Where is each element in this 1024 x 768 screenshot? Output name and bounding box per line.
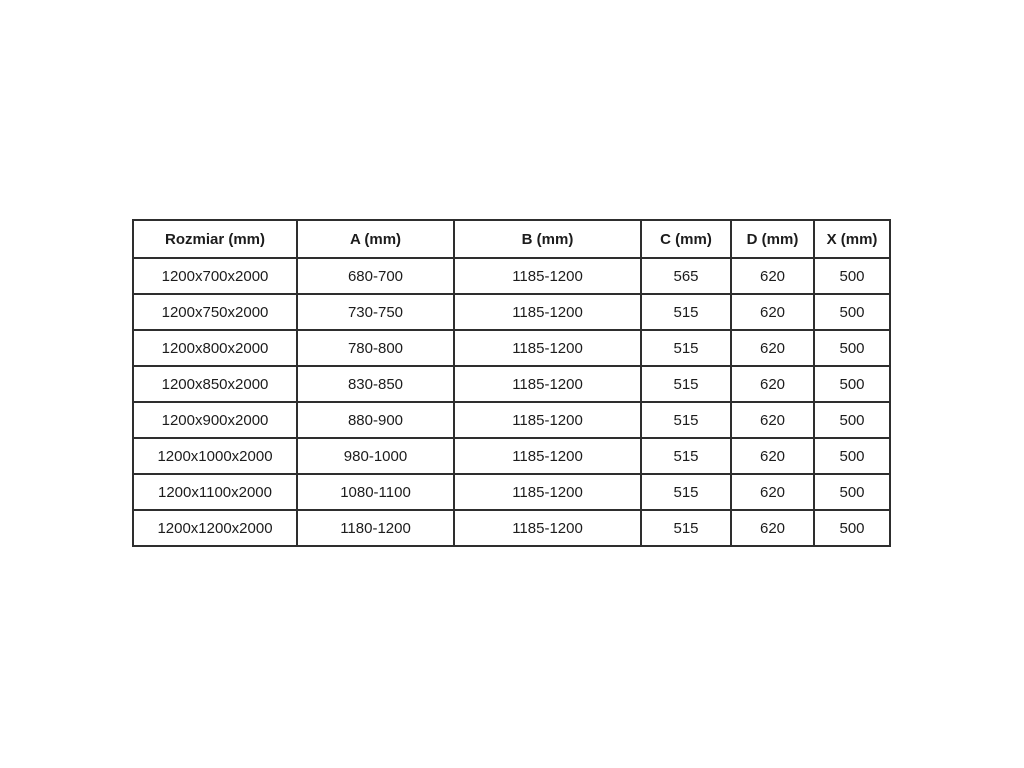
table-cell: 680-700 — [296, 257, 455, 295]
table-row: 1200x700x2000 680-700 1185-1200 565 620 500 — [132, 257, 891, 295]
table-cell: 620 — [730, 365, 815, 403]
table-cell: 1185-1200 — [453, 473, 642, 511]
table-cell: 515 — [640, 329, 732, 367]
table-cell: 1185-1200 — [453, 509, 642, 547]
size-specification-table: Rozmiar (mm) A (mm) B (mm) C (mm) D (mm)… — [132, 219, 891, 547]
table-cell: 620 — [730, 473, 815, 511]
table-cell: 1200x1000x2000 — [132, 437, 298, 475]
table-row: 1200x900x2000 880-900 1185-1200 515 620 500 — [132, 401, 891, 439]
table-cell: 1185-1200 — [453, 257, 642, 295]
table-cell: 620 — [730, 401, 815, 439]
column-header-c: C (mm) — [640, 219, 732, 259]
table-cell: 515 — [640, 437, 732, 475]
table-cell: 1200x750x2000 — [132, 293, 298, 331]
table-cell: 515 — [640, 473, 732, 511]
table-cell: 1185-1200 — [453, 365, 642, 403]
table-row: 1200x750x2000 730-750 1185-1200 515 620 500 — [132, 293, 891, 331]
column-header-a: A (mm) — [296, 219, 455, 259]
table-cell: 515 — [640, 401, 732, 439]
table-cell: 620 — [730, 257, 815, 295]
table-cell: 1200x700x2000 — [132, 257, 298, 295]
table-cell: 1185-1200 — [453, 401, 642, 439]
table-cell: 1200x850x2000 — [132, 365, 298, 403]
column-header-d: D (mm) — [730, 219, 815, 259]
table-row: 1200x1200x2000 1180-1200 1185-1200 515 620 50… — [132, 509, 891, 547]
column-header-x: X (mm) — [813, 219, 891, 259]
table-body: 1200x700x2000 680-700 1185-1200 565 620 500 12… — [132, 257, 891, 547]
table-cell: 780-800 — [296, 329, 455, 367]
table-cell: 1180-1200 — [296, 509, 455, 547]
table-cell: 1200x900x2000 — [132, 401, 298, 439]
table-cell: 1185-1200 — [453, 329, 642, 367]
table-cell: 500 — [813, 365, 891, 403]
table-cell: 515 — [640, 509, 732, 547]
table-cell: 515 — [640, 365, 732, 403]
table-cell: 620 — [730, 509, 815, 547]
table-cell: 565 — [640, 257, 732, 295]
table-cell: 500 — [813, 509, 891, 547]
table-cell: 980-1000 — [296, 437, 455, 475]
table-cell: 500 — [813, 401, 891, 439]
table-cell: 500 — [813, 473, 891, 511]
table-cell: 1185-1200 — [453, 437, 642, 475]
table-cell: 880-900 — [296, 401, 455, 439]
table-cell: 730-750 — [296, 293, 455, 331]
table-cell: 500 — [813, 437, 891, 475]
size-specification-table-container: Rozmiar (mm) A (mm) B (mm) C (mm) D (mm)… — [132, 219, 891, 547]
table-cell: 1200x1100x2000 — [132, 473, 298, 511]
table-cell: 1200x1200x2000 — [132, 509, 298, 547]
table-cell: 830-850 — [296, 365, 455, 403]
table-cell: 1080-1100 — [296, 473, 455, 511]
table-cell: 500 — [813, 329, 891, 367]
table-cell: 1200x800x2000 — [132, 329, 298, 367]
table-cell: 620 — [730, 329, 815, 367]
table-row: 1200x1000x2000 980-1000 1185-1200 515 620 500 — [132, 437, 891, 475]
table-row: 1200x850x2000 830-850 1185-1200 515 620 500 — [132, 365, 891, 403]
table-cell: 500 — [813, 257, 891, 295]
table-cell: 515 — [640, 293, 732, 331]
column-header-b: B (mm) — [453, 219, 642, 259]
table-row: 1200x1100x2000 1080-1100 1185-1200 515 620 50… — [132, 473, 891, 511]
table-header-row: Rozmiar (mm) A (mm) B (mm) C (mm) D (mm)… — [132, 219, 891, 259]
table-cell: 1185-1200 — [453, 293, 642, 331]
table-cell: 620 — [730, 293, 815, 331]
column-header-rozmiar: Rozmiar (mm) — [132, 219, 298, 259]
table-row: 1200x800x2000 780-800 1185-1200 515 620 500 — [132, 329, 891, 367]
table-cell: 500 — [813, 293, 891, 331]
table-cell: 620 — [730, 437, 815, 475]
